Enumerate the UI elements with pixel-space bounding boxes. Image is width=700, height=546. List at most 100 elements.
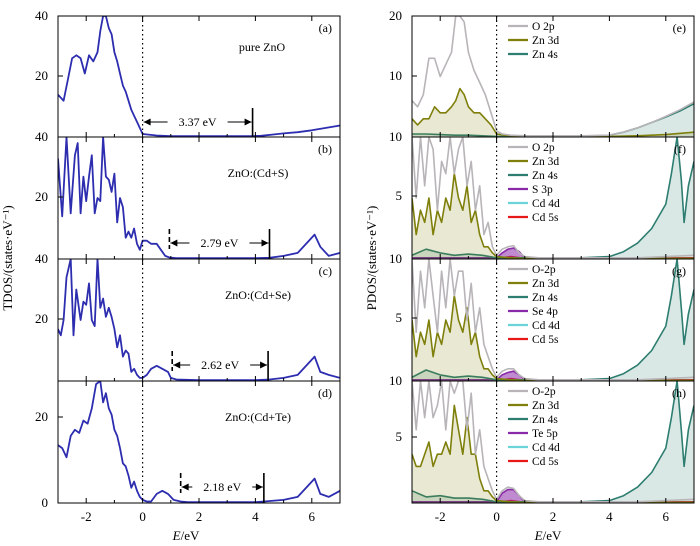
series-fill-f-zn-3d <box>412 173 694 259</box>
series-fill-g-zn-3d <box>412 295 694 381</box>
x-tick-label-h: 4 <box>606 509 613 524</box>
panel-h: (h) 5 -2 0 2 4 6 O-2p Zn 3d Zn 4s Te 5p Cd 4d Cd 5s <box>396 380 695 524</box>
legend-label-f: S 3p <box>532 184 553 196</box>
series-line-h-o-2p <box>412 381 694 503</box>
tdos-x-symbol: E <box>172 528 181 543</box>
legend-label-g: Zn 3d <box>532 278 559 290</box>
pdos-x-symbol: E <box>534 528 543 543</box>
y-tick-label-e: 10 <box>389 129 402 144</box>
y-tick-label-g: 10 <box>389 373 402 388</box>
band-gap-label-b: 2.79 eV <box>200 236 238 250</box>
series-line-g-o-2p <box>412 259 694 381</box>
x-tick-label-h: 0 <box>493 509 500 524</box>
panel-title-d: ZnO:(Cd+Te) <box>225 410 291 424</box>
y-tick-label-e: 10 <box>389 68 402 83</box>
legend-label-e: O 2p <box>532 21 555 33</box>
legend-label-f: Zn 4s <box>532 170 558 182</box>
panel-title-b: ZnO:(Cd+S) <box>228 166 289 180</box>
legend-label-h: Te 5p <box>532 428 558 440</box>
panel-letter-b: (b) <box>318 142 332 156</box>
gap-arrow-left-head-d <box>181 483 189 491</box>
panel-d: (d) 20 0 -2 0 2 4 6 ZnO:(Cd+Te) 2.18 eV <box>35 380 341 524</box>
legend-label-h: Zn 3d <box>532 400 559 412</box>
legend-label-f: Zn 3d <box>532 156 559 168</box>
series-line-e-o-2p <box>412 16 694 137</box>
y-tick-label-b: 40 <box>35 129 48 144</box>
panel-f: (f) 5 10 O 2p Zn 3d Zn 4s S 3p Cd 4d Cd 5s <box>389 136 695 266</box>
panel-b: (b) 40 20 ZnO:(Cd+S) 2.79 eV <box>35 129 341 260</box>
y-tick-label-b: 20 <box>35 189 48 204</box>
x-tick-label-h: -2 <box>435 509 446 524</box>
legend-label-e: Zn 4s <box>532 49 558 61</box>
gap-arrow-left-head-a <box>143 118 151 126</box>
legend-label-f: O 2p <box>532 142 555 154</box>
pdos-x-unit: /eV <box>543 528 562 543</box>
series-line-d-tdos <box>58 381 340 503</box>
series-line-a-tdos <box>58 16 340 137</box>
x-tick-label-d: 0 <box>139 509 146 524</box>
series-line-f-o-2p <box>412 137 694 259</box>
gap-arrow-left-head-b <box>170 239 178 247</box>
x-tick-label-d: 2 <box>196 509 203 524</box>
legend-label-g: Cd 4d <box>532 320 560 332</box>
gap-arrow-right-head-a <box>244 118 252 126</box>
gap-arrow-left-head-c <box>173 361 181 369</box>
panel-letter-a: (a) <box>319 21 332 35</box>
y-tick-label-e: 20 <box>389 8 402 23</box>
series-line-c-tdos <box>58 259 340 381</box>
plot-area-h <box>412 381 694 503</box>
gap-arrow-right-head-b <box>261 239 269 247</box>
y-tick-label-c: 40 <box>35 251 48 266</box>
legend-label-f: Cd 5s <box>532 212 559 224</box>
legend-label-e: Zn 3d <box>532 35 559 47</box>
panel-letter-d: (d) <box>318 386 332 400</box>
tdos-x-axis-title: E/eV <box>172 528 200 543</box>
plot-area-b <box>58 137 340 259</box>
panel-g: (g) 5 10 O-2p Zn 3d Zn 4s Se 4p Cd 4d Cd 5s <box>389 258 695 388</box>
legend-label-g: Se 4p <box>532 306 558 318</box>
plot-area-a <box>58 16 340 137</box>
panel-c: (c) 40 20 ZnO:(Cd+Se) 2.62 eV <box>35 251 341 382</box>
legend-label-h: O-2p <box>532 386 556 398</box>
x-tick-label-d: 6 <box>309 509 316 524</box>
tdos-x-unit: /eV <box>181 528 200 543</box>
y-tick-label-d: 0 <box>42 495 49 510</box>
gap-arrow-right-head-c <box>260 361 268 369</box>
band-gap-label-d: 2.18 eV <box>203 480 241 494</box>
series-fill-h-zn-3d <box>412 405 694 503</box>
y-tick-label-g: 5 <box>396 310 403 325</box>
legend-label-h: Zn 4s <box>532 414 558 426</box>
y-tick-label-h: 5 <box>396 429 403 444</box>
plot-area-f <box>412 137 694 259</box>
y-tick-label-f: 5 <box>396 188 403 203</box>
panel-letter-g: (g) <box>672 264 686 278</box>
panel-letter-c: (c) <box>319 264 332 278</box>
legend-label-h: Cd 5s <box>532 456 559 468</box>
panel-letter-h: (h) <box>672 386 686 400</box>
gap-arrow-right-head-d <box>255 483 263 491</box>
panel-title-c: ZnO:(Cd+Se) <box>225 288 291 302</box>
series-fill-f-zn-4s <box>412 137 694 259</box>
legend-label-g: Cd 5s <box>532 334 559 346</box>
y-tick-label-a: 40 <box>35 8 48 23</box>
panel-frame-c <box>57 258 341 382</box>
band-gap-label-c: 2.62 eV <box>201 358 239 372</box>
legend-label-h: Cd 4d <box>532 442 560 454</box>
x-tick-label-d: -2 <box>81 509 92 524</box>
y-tick-label-a: 20 <box>35 68 48 83</box>
panel-frame-d <box>57 380 341 504</box>
series-line-b-tdos <box>58 137 340 259</box>
tdos-axis-title: TDOS/(states·eV⁻¹) <box>0 205 15 310</box>
panel-letter-e: (e) <box>673 21 686 35</box>
panel-e: (e) 20 10 10 O 2p Zn 3d Zn 4s <box>389 8 695 144</box>
series-fill-h-zn-4s <box>412 381 694 503</box>
x-tick-label-d: 4 <box>252 509 259 524</box>
y-tick-label-d: 20 <box>35 409 48 424</box>
legend-label-g: O-2p <box>532 264 556 276</box>
band-gap-label-a: 3.37 eV <box>179 115 217 129</box>
panel-title-a: pure ZnO <box>239 40 286 54</box>
y-tick-label-f: 10 <box>389 251 402 266</box>
y-tick-label-c: 20 <box>35 311 48 326</box>
